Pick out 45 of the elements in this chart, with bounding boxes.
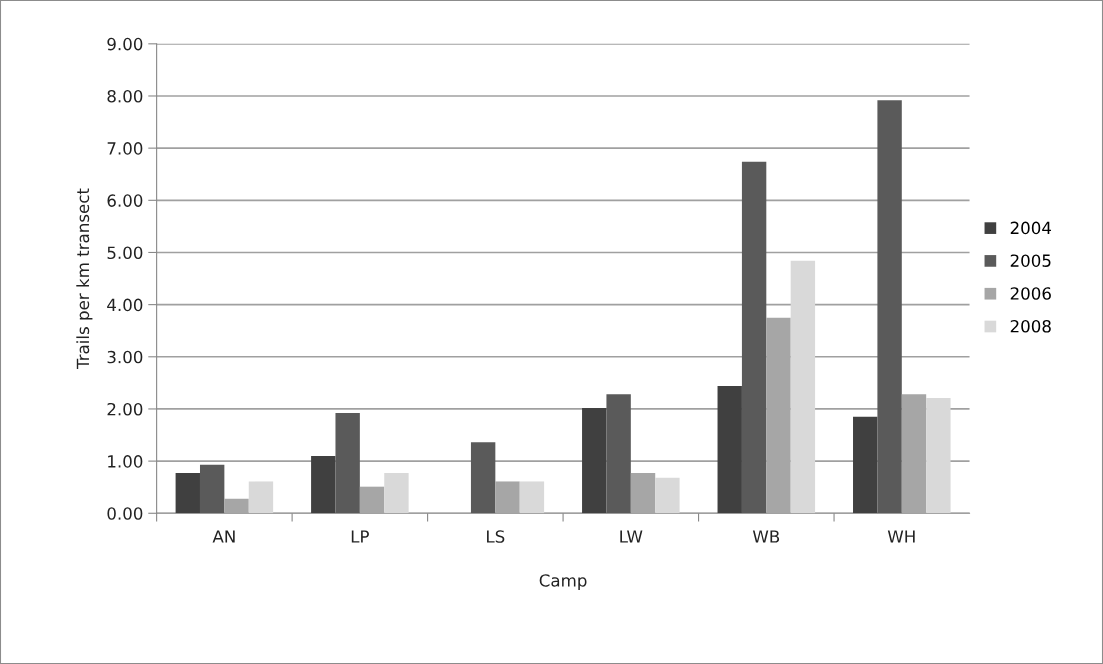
- bar: [248, 481, 274, 514]
- y-tick-label: 0.00: [107, 507, 143, 520]
- y-tick-label: 2.00: [107, 402, 143, 416]
- bar: [359, 486, 385, 514]
- y-tick-label: 9.00: [107, 37, 143, 51]
- x-tick-label: LP: [351, 530, 369, 543]
- legend-label: 2008: [1010, 319, 1051, 333]
- y-tick-label: 5.00: [107, 246, 143, 260]
- legend-label: 2006: [1010, 287, 1051, 300]
- y-tick-label: 3.00: [107, 350, 143, 364]
- bar: [470, 442, 496, 514]
- bar: [495, 481, 520, 514]
- x-tick-label: WH: [887, 530, 915, 543]
- bar: [606, 394, 631, 514]
- bar: [926, 398, 951, 514]
- bar: [766, 317, 791, 514]
- bar: [335, 413, 360, 514]
- bar: [717, 386, 742, 514]
- bar: [175, 473, 200, 514]
- bar: [790, 260, 816, 514]
- bar: [877, 100, 902, 514]
- y-tick-label: 8.00: [107, 89, 143, 103]
- legend-label: 2004: [1010, 221, 1052, 235]
- legend-label: 2005: [1010, 254, 1051, 267]
- bar: [199, 464, 225, 514]
- bar: [655, 477, 680, 514]
- y-axis-title: Trails per km transect: [76, 188, 93, 370]
- bar: [630, 473, 656, 514]
- bar: [384, 473, 409, 514]
- x-axis-title: Camp: [539, 574, 587, 590]
- y-tick-label: 6.00: [107, 194, 143, 207]
- x-tick-label: AN: [212, 530, 235, 543]
- bar: [741, 161, 767, 514]
- x-tick-label: LW: [620, 530, 643, 543]
- y-tick-label: 4.00: [107, 298, 143, 312]
- bar: [853, 416, 878, 514]
- x-tick-label: WB: [752, 530, 780, 543]
- bar: [311, 455, 336, 514]
- y-tick-label: 7.00: [107, 142, 143, 155]
- x-tick-label: LS: [487, 530, 505, 543]
- bar: [582, 407, 607, 514]
- bar: [519, 481, 545, 514]
- y-tick-label: 1.00: [108, 455, 143, 468]
- bar: [224, 498, 249, 514]
- bar: [901, 394, 927, 514]
